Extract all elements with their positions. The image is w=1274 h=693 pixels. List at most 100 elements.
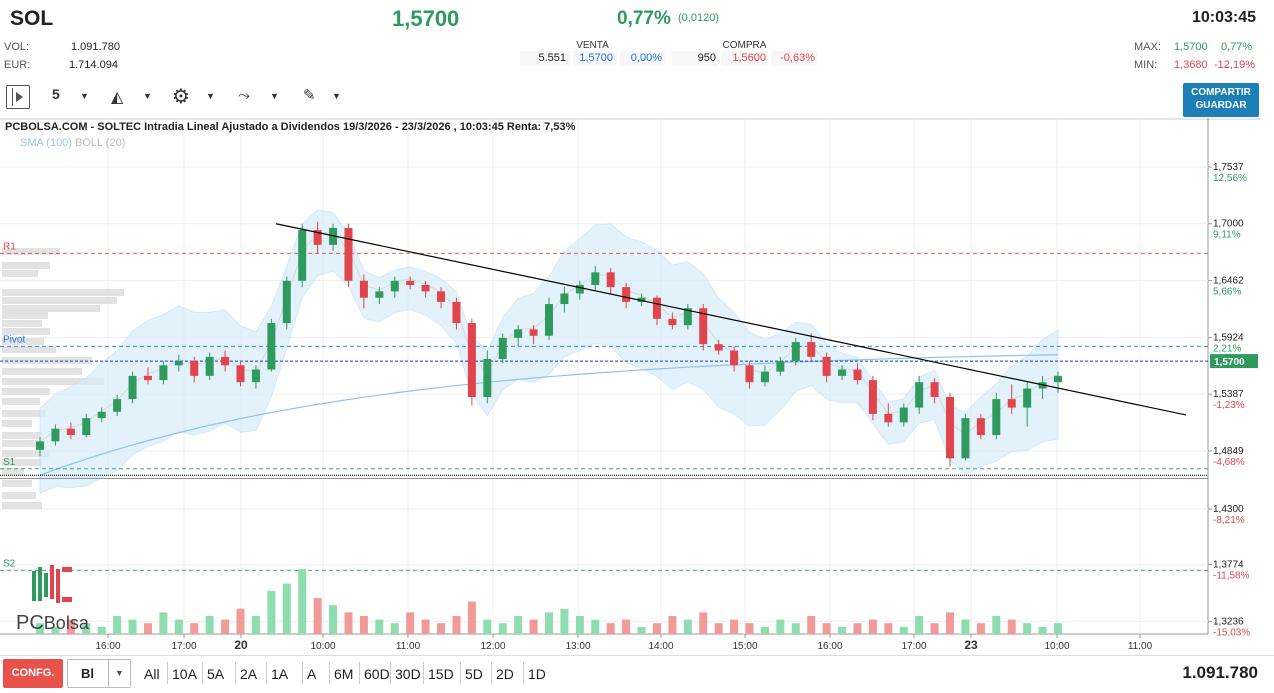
candle-body <box>946 397 955 459</box>
change-absolute: (0,0120) <box>678 12 719 24</box>
volume-profile-bar <box>2 410 46 417</box>
x-tick-label: 10:00 <box>310 641 335 652</box>
candle-body <box>390 280 399 292</box>
buy-pct: -0,63% <box>771 51 817 66</box>
range-button-2a[interactable]: 2A <box>240 666 258 682</box>
candle-body <box>159 365 168 381</box>
volume-profile-bar <box>2 398 40 405</box>
pcbolsa-logo-icon <box>32 565 74 609</box>
y-tick-pct: -8,21% <box>1213 515 1245 526</box>
volume-bar <box>760 626 769 634</box>
volume-bar <box>791 623 800 634</box>
volume-total: 1.091.780 <box>1182 663 1258 682</box>
range-button-a[interactable]: A <box>307 666 317 682</box>
chevron-down-icon[interactable]: ▼ <box>206 91 215 101</box>
buy-qty: 950 <box>672 51 718 66</box>
candle-body <box>575 285 584 294</box>
period-selector[interactable]: 5 <box>52 86 60 102</box>
range-button-6m[interactable]: 6M <box>334 666 354 682</box>
chevron-down-icon[interactable]: ▼ <box>332 91 341 101</box>
volume-bar <box>36 623 44 634</box>
sell-pct: 0,00% <box>620 51 665 66</box>
candle-body <box>498 337 507 359</box>
volume-bar <box>467 601 476 634</box>
x-tick-label: 11:00 <box>1128 641 1153 652</box>
indicators-icon[interactable]: ⤳ <box>238 87 251 104</box>
volume-bar <box>545 612 553 634</box>
candle-body <box>221 356 230 366</box>
volume-bar <box>622 619 631 634</box>
y-tick-price: 1,4849 <box>1213 446 1244 457</box>
candle-body <box>699 308 708 345</box>
volume-bar <box>838 626 847 634</box>
chevron-down-icon[interactable]: ▼ <box>143 91 152 101</box>
config-button[interactable]: CONFG. <box>3 659 63 688</box>
volume-bar <box>714 623 723 634</box>
volume-bar <box>946 612 955 634</box>
volume-profile-bar <box>2 357 92 364</box>
last-price-tag-text: 1,5700 <box>1214 357 1245 368</box>
trendline <box>275 223 1187 416</box>
y-tick-pct: 5,66% <box>1213 287 1241 298</box>
candle-body <box>884 413 893 423</box>
candle-body <box>807 342 816 357</box>
candle-body <box>298 230 307 281</box>
candle-body <box>375 291 384 298</box>
candle-body <box>359 280 368 298</box>
candle-body <box>776 361 785 372</box>
area-chart-icon[interactable]: ◭ <box>111 89 124 106</box>
chevron-down-icon[interactable]: ▼ <box>270 91 279 101</box>
volume-profile-bar <box>2 480 32 487</box>
range-button-60d[interactable]: 60D <box>364 666 390 682</box>
y-tick-price: 1,3236 <box>1213 616 1244 627</box>
draw-pencil-icon[interactable]: ✎ <box>303 87 316 104</box>
x-tick-label: 11:00 <box>396 641 421 652</box>
range-button-2d[interactable]: 2D <box>496 666 514 682</box>
candle-body <box>205 356 214 376</box>
y-tick-pct: -11,58% <box>1213 571 1250 582</box>
share-save-button[interactable]: COMPARTIR GUARDAR <box>1183 83 1259 117</box>
x-tick-label: 17:00 <box>171 641 196 652</box>
range-button-5d[interactable]: 5D <box>465 666 483 682</box>
volume-bar <box>375 619 384 634</box>
range-button-all[interactable]: All <box>144 666 160 682</box>
volume-bar <box>51 626 60 634</box>
ticker-symbol: SOL <box>10 7 54 30</box>
sell-qty: 5.551 <box>520 51 570 66</box>
range-button-5a[interactable]: 5A <box>207 666 225 682</box>
chevron-down-icon[interactable]: ▼ <box>80 91 89 101</box>
volume-bar <box>128 619 137 634</box>
play-panel-icon[interactable] <box>6 85 30 109</box>
candle-body <box>822 356 831 376</box>
volume-profile-bar <box>2 312 48 319</box>
candle-body <box>961 418 970 459</box>
range-button-30d[interactable]: 30D <box>395 666 421 682</box>
level-label-r1: R1 <box>3 241 16 252</box>
volume-profile-bar <box>2 320 42 327</box>
last-price: 1,5700 <box>392 6 460 31</box>
volume-profile-bar <box>2 468 24 475</box>
candle-body <box>560 293 569 305</box>
y-tick-price: 1,5924 <box>1213 332 1244 343</box>
y-tick-pct: -15,03% <box>1213 627 1250 638</box>
sell-header: VENTA <box>576 40 609 51</box>
gear-icon[interactable]: ⚙ <box>172 86 190 108</box>
volume-bar <box>221 619 230 634</box>
volume-bar <box>390 623 399 634</box>
range-button-1d[interactable]: 1D <box>528 666 546 682</box>
max-label: MAX: <box>1134 41 1161 53</box>
range-button-15d[interactable]: 15D <box>428 666 454 682</box>
y-tick-pct: -1,23% <box>1213 400 1245 411</box>
volume-bar <box>853 623 862 634</box>
candle-body <box>282 280 291 324</box>
volume-bar <box>1054 623 1062 634</box>
chart-type-select[interactable]: Bl ▼ <box>67 659 131 688</box>
range-button-10a[interactable]: 10A <box>172 666 197 682</box>
range-button-1a[interactable]: 1A <box>271 666 289 682</box>
x-tick-label: 10:00 <box>1044 641 1069 652</box>
volume-bar <box>807 616 816 634</box>
volume-bar <box>776 619 785 634</box>
volume-bar <box>575 616 584 634</box>
sma-line <box>39 354 1059 476</box>
